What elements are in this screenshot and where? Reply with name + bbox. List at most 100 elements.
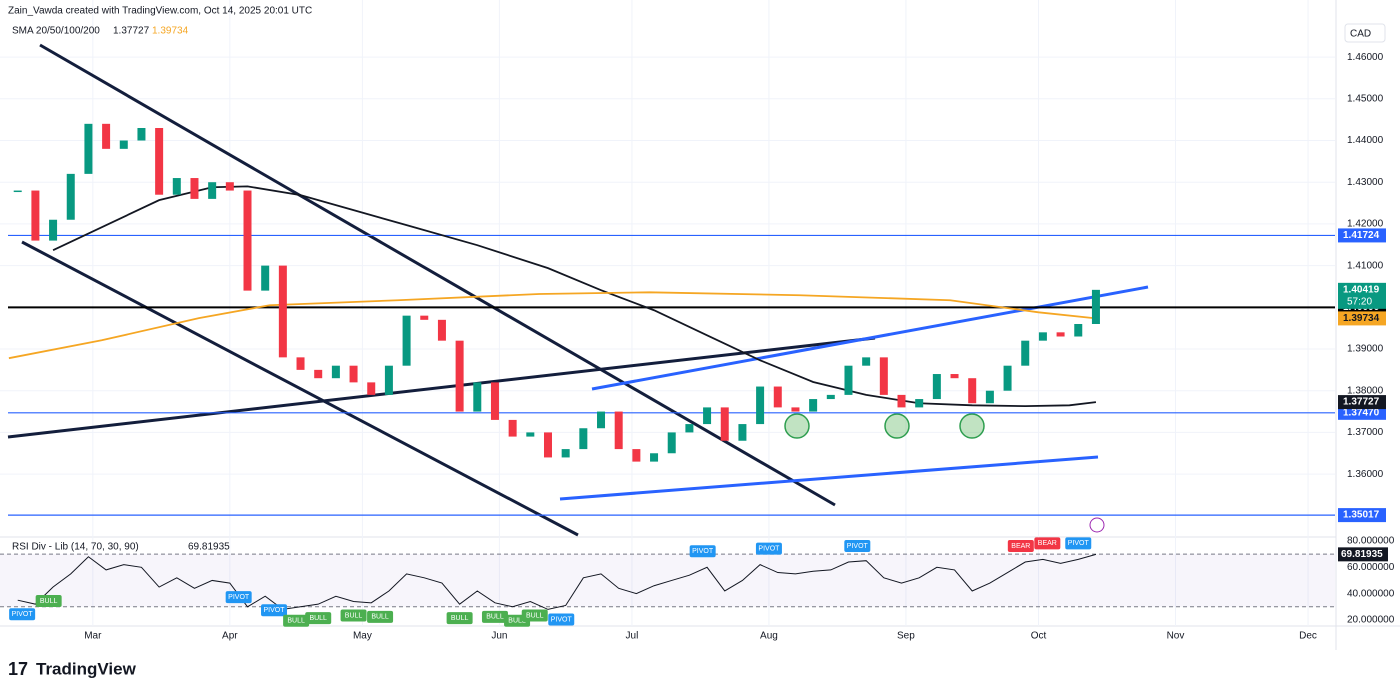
signal-badge [367, 610, 394, 623]
y-tick-label: 1.37000 [1347, 427, 1384, 438]
signal-badge [521, 609, 548, 622]
y-tick-label: 1.42000 [1347, 219, 1384, 230]
level-tag [1338, 508, 1386, 523]
price-tag [1338, 282, 1386, 309]
level-tag [1338, 228, 1386, 243]
y-tick-label: 1.39000 [1347, 344, 1384, 355]
candle [1003, 365, 1012, 391]
signal-label: PIVOT [692, 548, 714, 555]
candle [102, 123, 111, 149]
signal-label: PIVOT [758, 545, 780, 552]
y-tick-label: 1.43000 [1347, 177, 1384, 188]
candle [31, 190, 40, 241]
candle [773, 386, 782, 408]
candle [225, 182, 234, 191]
signal-badge [1065, 537, 1092, 550]
rsi-tick-label: 20.000000 [1347, 615, 1395, 626]
candle [172, 178, 181, 195]
candle [985, 390, 994, 404]
logo-mark: 17 [8, 659, 28, 679]
signal-label: BULL [345, 612, 363, 619]
x-tick-label: Mar [84, 631, 102, 642]
candle [331, 365, 340, 379]
candle [614, 411, 623, 450]
signal-badge [446, 612, 473, 625]
signal-label: BULL [526, 612, 544, 619]
candle [597, 411, 606, 429]
signal-label: BULL [287, 618, 305, 625]
x-tick-label: Aug [760, 631, 778, 642]
candle [367, 382, 376, 395]
rsi-tick-label: 80.000000 [1347, 536, 1395, 547]
signal-label: PIVOT [847, 543, 869, 550]
signal-label: BULL [40, 598, 58, 605]
candle [526, 432, 535, 437]
candle [1056, 332, 1065, 337]
candle [384, 365, 393, 395]
candle [826, 394, 835, 400]
candle [879, 357, 888, 395]
candle [190, 178, 199, 199]
candle [1038, 332, 1047, 341]
sma-value: 1.39734 [152, 26, 189, 37]
sma-line [52, 185, 1097, 408]
x-tick-label: Apr [222, 631, 238, 642]
candle [950, 374, 959, 379]
rsi-tag [1338, 547, 1388, 562]
y-tick-label: 1.44000 [1347, 135, 1384, 146]
logo-text: TradingView [36, 659, 137, 678]
trendline [591, 285, 1149, 391]
level-label: 1.37470 [1343, 407, 1380, 418]
currency-box[interactable] [1344, 23, 1386, 43]
rsi-title: RSI Div - Lib (14, 70, 30, 90) [12, 542, 139, 553]
signal-label: PIVOT [264, 607, 286, 614]
candle [738, 424, 747, 441]
signal-badge [689, 545, 716, 558]
currency: CAD [1350, 29, 1371, 40]
level-label: 1.35017 [1343, 510, 1380, 521]
candle [809, 399, 818, 412]
candle [508, 419, 517, 437]
candle [455, 340, 464, 412]
credit: Zain_Vawda created with TradingView.com,… [8, 6, 312, 17]
candle [915, 399, 924, 408]
candle [1021, 340, 1030, 366]
x-tick-label: Jul [626, 631, 639, 642]
candle [490, 382, 499, 420]
signal-label: PIVOT [1068, 540, 1090, 547]
alert-icon[interactable] [1089, 517, 1105, 533]
support-markers [784, 413, 985, 439]
candle [1074, 323, 1083, 337]
candle [862, 357, 871, 366]
y-tick-label: 1.46000 [1347, 52, 1384, 63]
candle [897, 394, 906, 408]
signal-label: BULL [486, 614, 504, 621]
signal-label: BULL [451, 615, 469, 622]
sma-value: 1.37727 [113, 26, 150, 37]
signal-badge [9, 608, 36, 621]
trendline [39, 43, 836, 507]
signal-label: BULL [371, 614, 389, 621]
marker [959, 413, 985, 439]
candle [84, 123, 93, 174]
price-tag [1338, 311, 1386, 326]
rsi-tag-label: 69.81935 [1341, 549, 1383, 560]
candle [349, 365, 358, 383]
candle [968, 378, 977, 404]
candle [437, 319, 446, 341]
marker [784, 413, 810, 439]
candle [119, 140, 128, 149]
candle [632, 449, 641, 462]
signal-badge [1034, 537, 1061, 550]
price-tag-label: 1.39734 [1343, 313, 1380, 324]
trendline [7, 336, 876, 439]
indicator-title: SMA 20/50/100/200 [12, 26, 100, 37]
candle [278, 265, 287, 358]
rsi-tick-label: 60.000000 [1347, 562, 1395, 573]
candle [402, 315, 411, 366]
signal-label: BULL [309, 615, 327, 622]
price-tag-label: 1.37727 [1343, 397, 1380, 408]
candle [137, 128, 146, 141]
candle [932, 374, 941, 400]
